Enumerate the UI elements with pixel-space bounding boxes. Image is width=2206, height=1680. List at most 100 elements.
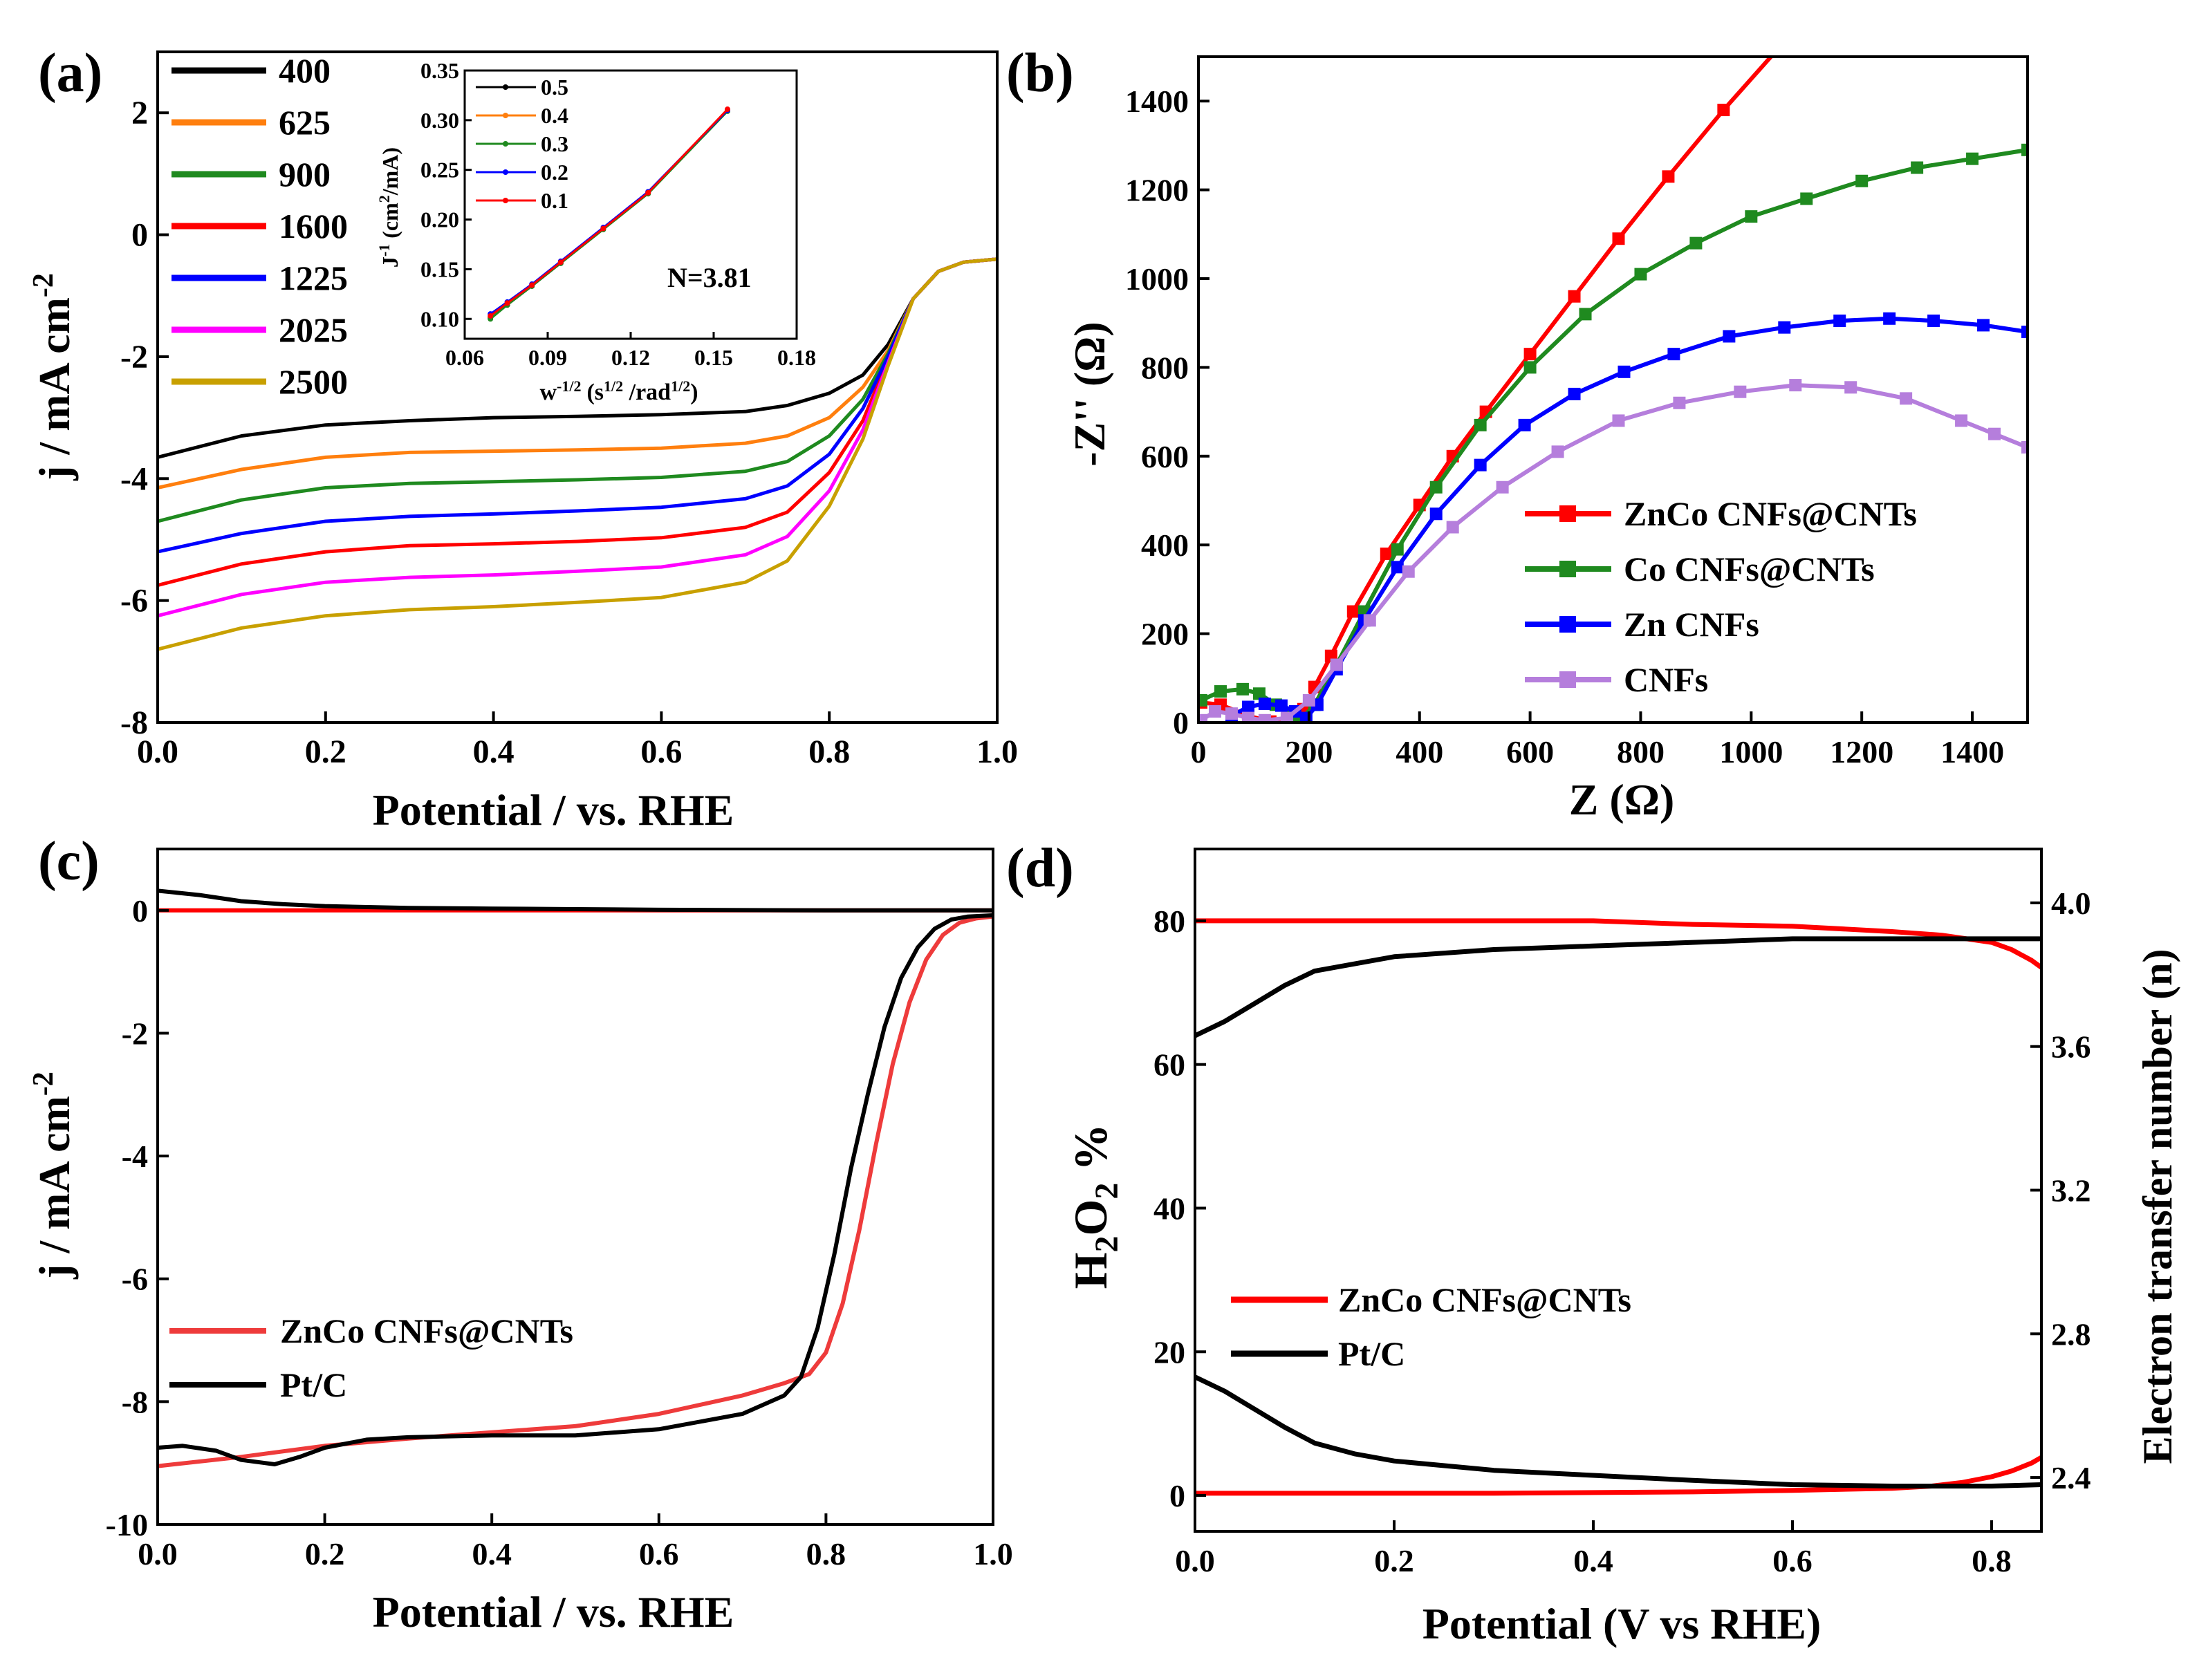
d-xtick-label: 0.4 bbox=[1573, 1543, 1613, 1578]
c-xtick-label: 0.0 bbox=[138, 1536, 178, 1571]
b-series-ZnCo CNFs@CNTs-marker bbox=[1772, 41, 1785, 54]
d-xlabel: Potential (V vs RHE) bbox=[1422, 1599, 1822, 1648]
b-series-ZnCo CNFs@CNTs-marker bbox=[1380, 548, 1393, 561]
a-xtick-label: 0.4 bbox=[473, 734, 515, 770]
inset-xlabel-units-tail: /rad bbox=[623, 380, 671, 405]
inset-ylabel-sup: -1 bbox=[376, 244, 393, 256]
a-ytick-label: 0 bbox=[131, 217, 148, 254]
inset-ytick-label: 0.30 bbox=[420, 108, 459, 133]
b-series-ZnCo CNFs@CNTs-marker bbox=[1568, 290, 1581, 303]
a-xlabel: Potential / vs. RHE bbox=[373, 785, 734, 834]
b-ytick-label: 600 bbox=[1141, 439, 1189, 474]
b-series-Co CNFs@CNTs-marker bbox=[1634, 268, 1647, 281]
d-xtick-label: 0.6 bbox=[1772, 1543, 1813, 1578]
inset-legend-marker bbox=[503, 169, 508, 175]
b-series-CNFs-marker bbox=[1241, 711, 1254, 722]
d-series-ZnCo-CNFs@CNTs-n-line bbox=[1195, 918, 2043, 970]
c-xtick-label: 0.8 bbox=[806, 1536, 846, 1571]
b-legend-marker bbox=[1559, 616, 1576, 633]
inset-xlabel-units: (s bbox=[586, 380, 604, 405]
d-y2tick-label: 3.6 bbox=[2051, 1029, 2091, 1065]
inset-series-0.1-point bbox=[529, 282, 535, 288]
b-series-Zn CNFs-marker bbox=[1391, 561, 1404, 574]
b-series-CNFs-marker bbox=[1673, 396, 1686, 409]
b-xtick-label: 1200 bbox=[1830, 734, 1893, 769]
inset-legend-marker bbox=[503, 198, 508, 203]
a-xtick-label: 0.0 bbox=[137, 734, 178, 770]
panel-label-b: (b) bbox=[1006, 43, 1074, 104]
a-ylabel-main: j / mA cm bbox=[30, 297, 79, 481]
b-series-Zn CNFs-marker bbox=[2021, 326, 2028, 339]
a-series-1600-line bbox=[157, 257, 998, 588]
inset-series-0.1-point bbox=[488, 312, 494, 319]
b-series-Co CNFs@CNTs-marker bbox=[1745, 210, 1758, 223]
d-ytick-label: 60 bbox=[1153, 1047, 1185, 1083]
b-series-Co CNFs@CNTs-marker bbox=[1429, 480, 1443, 494]
inset-xlabel-w: w bbox=[539, 380, 557, 405]
b-ytick-label: 1000 bbox=[1125, 261, 1189, 297]
b-series-CNFs-marker bbox=[1612, 414, 1625, 427]
c-xtick-label: 0.2 bbox=[305, 1536, 345, 1571]
b-series-CNFs-marker bbox=[1955, 414, 1968, 427]
d-xtick-label: 0.2 bbox=[1374, 1543, 1414, 1578]
b-series-Zn CNFs-marker bbox=[1977, 319, 1990, 332]
inset-xtick-label: 0.18 bbox=[777, 345, 816, 370]
b-series-ZnCo CNFs@CNTs-marker bbox=[1612, 232, 1625, 245]
c-xtick-label: 0.4 bbox=[472, 1536, 512, 1571]
b-series-CNFs-marker bbox=[1330, 658, 1343, 671]
b-xtick-label: 800 bbox=[1617, 734, 1665, 769]
inset-series-0.1-point bbox=[600, 225, 606, 232]
inset-xlabel-close: ) bbox=[690, 380, 698, 405]
b-series-CNFs-marker bbox=[2021, 440, 2028, 454]
inset-legend-marker bbox=[503, 141, 508, 147]
b-series-Co CNFs@CNTs-marker bbox=[1966, 152, 1979, 165]
d-ytick-label: 0 bbox=[1169, 1478, 1185, 1513]
inset-series-0.1-point bbox=[645, 189, 651, 196]
b-ylabel: -Z'' (Ω) bbox=[1065, 321, 1114, 466]
c-xtick-label: 1.0 bbox=[973, 1536, 1013, 1571]
b-series-Zn CNFs-marker bbox=[1778, 321, 1791, 334]
b-xtick-label: 200 bbox=[1285, 734, 1333, 769]
b-series-CNFs-marker bbox=[1402, 565, 1415, 578]
inset-ylabel-units-tail: /mA) bbox=[378, 147, 402, 196]
b-ytick-label: 800 bbox=[1141, 350, 1189, 385]
c-ytick-label: -6 bbox=[122, 1262, 148, 1297]
d-series-Pt/C-n-line bbox=[1194, 936, 2041, 1038]
c-ytick-label: -2 bbox=[122, 1016, 148, 1051]
inset-ytick-label: 0.35 bbox=[420, 58, 459, 83]
a-ytick-label: -6 bbox=[120, 583, 148, 619]
b-series-ZnCo CNFs@CNTs-marker bbox=[1523, 348, 1537, 361]
b-series-Co CNFs@CNTs-marker bbox=[1855, 174, 1869, 187]
b-xtick-label: 400 bbox=[1396, 734, 1443, 769]
b-series-ZnCo CNFs@CNTs-marker bbox=[1717, 104, 1730, 117]
a-legend-label: 900 bbox=[279, 155, 331, 194]
c-ylabel-main: j / mA cm bbox=[30, 1096, 79, 1280]
d-series-Pt/C-H2O2-line bbox=[1194, 1374, 2042, 1488]
d-ytick-label: 20 bbox=[1153, 1334, 1185, 1370]
b-xtick-label: 1400 bbox=[1940, 734, 2004, 769]
inset-ylabel: J-1 (cm2/mA) bbox=[376, 147, 402, 268]
d-xtick-label: 0.8 bbox=[1972, 1543, 2012, 1578]
inset-series-0.1-point bbox=[504, 300, 510, 306]
d-y2tick-label: 2.8 bbox=[2051, 1316, 2091, 1352]
d-y2tick-label: 2.4 bbox=[2051, 1460, 2091, 1495]
b-series-Co CNFs@CNTs-marker bbox=[1523, 361, 1537, 374]
a-xtick-label: 1.0 bbox=[976, 734, 1018, 770]
d-legend-label: ZnCo CNFs@CNTs bbox=[1338, 1280, 1631, 1319]
a-legend-label: 625 bbox=[279, 103, 331, 142]
inset-xlabel-units-sup: 1/2 bbox=[604, 377, 623, 395]
b-ytick-label: 200 bbox=[1141, 617, 1189, 652]
b-series-CNFs-marker bbox=[1198, 713, 1207, 722]
inset-legend-marker bbox=[503, 84, 508, 90]
inset-series-0.1-point bbox=[725, 106, 730, 113]
b-series-Zn CNFs-marker bbox=[1258, 698, 1271, 711]
b-plot-area bbox=[1198, 41, 2028, 722]
inset-ylabel-units: (cm bbox=[378, 203, 402, 244]
b-series-Zn CNFs-marker bbox=[1429, 507, 1443, 521]
inset-legend-label: 0.3 bbox=[541, 131, 568, 156]
b-series-Zn CNFs-marker bbox=[1883, 312, 1896, 325]
c-legend-label: ZnCo CNFs@CNTs bbox=[280, 1312, 573, 1350]
d-series-ZnCo-CNFs@CNTs-H2O2-line bbox=[1195, 1455, 2043, 1496]
b-series-ZnCo CNFs@CNTs-marker bbox=[1346, 605, 1360, 618]
b-series-CNFs-marker bbox=[1789, 379, 1802, 392]
